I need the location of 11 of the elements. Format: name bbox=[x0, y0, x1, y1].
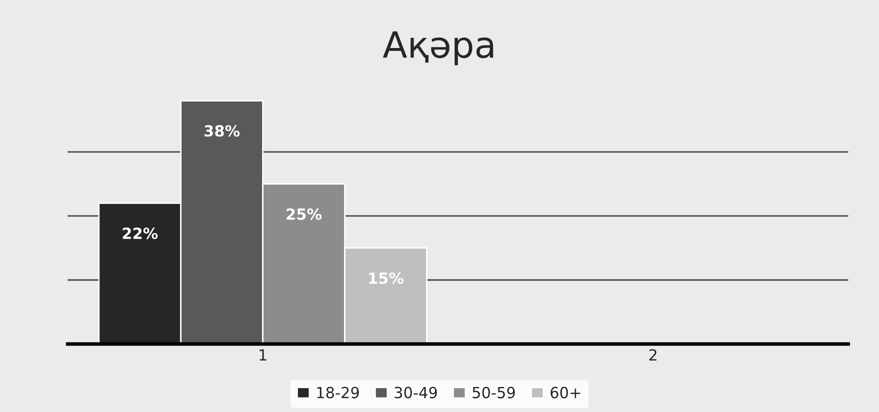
data-label: 38% bbox=[204, 125, 240, 137]
legend-label: 50-59 bbox=[472, 386, 515, 398]
data-label: 15% bbox=[369, 272, 404, 284]
legend-label: 18-29 bbox=[317, 386, 359, 398]
x-tick-label: 1 bbox=[260, 349, 266, 360]
data-label: 25% bbox=[286, 208, 322, 220]
legend-label: 60+ bbox=[550, 386, 580, 398]
legend-label: 30-49 bbox=[394, 386, 437, 398]
x-tick-label: 2 bbox=[649, 349, 656, 360]
data-label: 22% bbox=[122, 228, 158, 240]
chart-title: Ақәра bbox=[382, 31, 494, 66]
